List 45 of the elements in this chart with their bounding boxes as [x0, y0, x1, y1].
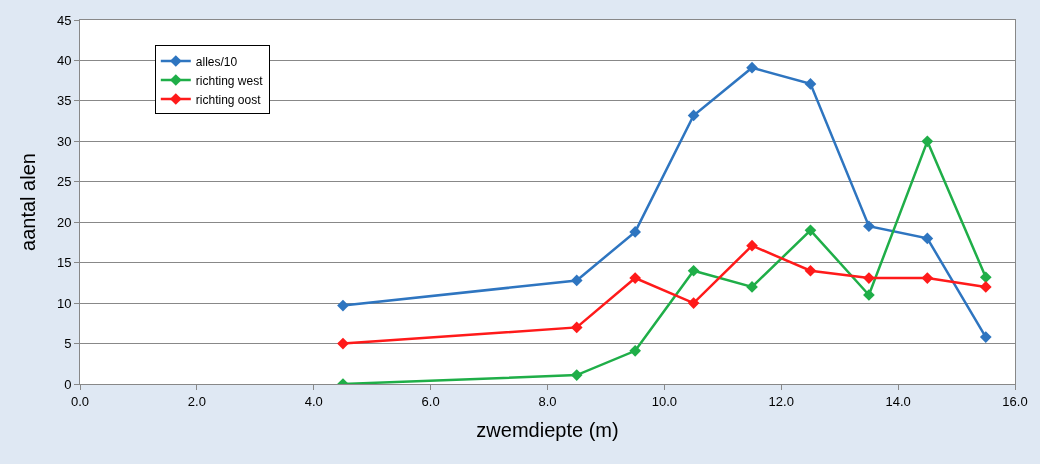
point — [979, 331, 992, 343]
x-tick-label: 0.0 — [70, 393, 90, 409]
x-tick-label: 14.0 — [885, 393, 911, 409]
point — [629, 272, 642, 284]
y-tick-label: 30 — [56, 133, 72, 149]
point — [979, 281, 992, 293]
point — [629, 344, 642, 357]
x-axis-title: zwemdiepte (m) — [476, 419, 619, 442]
point — [921, 232, 934, 245]
point — [337, 337, 349, 350]
y-axis-title: aantal alen — [17, 153, 40, 251]
y-tick-label: 40 — [56, 52, 72, 68]
y-tick-label: 10 — [56, 295, 72, 311]
y-tick-label: 15 — [56, 255, 72, 271]
point — [687, 297, 700, 309]
y-tick-label: 25 — [56, 174, 72, 190]
x-tick-label: 10.0 — [651, 393, 678, 409]
point — [687, 109, 700, 122]
point — [921, 135, 934, 148]
point — [687, 264, 700, 277]
x-tick-label: 4.0 — [304, 393, 323, 409]
y-tick-label: 20 — [56, 214, 72, 230]
point — [746, 61, 758, 74]
legend-label: alles/10 — [195, 54, 238, 69]
x-tick-label: 2.0 — [187, 393, 206, 409]
point — [337, 299, 349, 312]
y-tick-label: 35 — [56, 93, 72, 109]
point — [629, 226, 642, 238]
point — [804, 78, 817, 90]
y-tick-label: 5 — [64, 336, 72, 352]
point — [746, 239, 758, 252]
point — [804, 264, 817, 277]
x-tick-label: 12.0 — [768, 393, 794, 409]
x-tick-label: 16.0 — [1002, 393, 1028, 409]
y-tick-label: 0 — [64, 376, 72, 392]
x-tick-label: 6.0 — [421, 393, 440, 409]
y-tick-label: 45 — [56, 12, 72, 28]
point — [921, 272, 934, 284]
point — [863, 220, 875, 233]
point — [570, 274, 583, 287]
legend-label: richting west — [195, 73, 264, 88]
legend-label: richting oost — [195, 92, 262, 107]
x-tick-label: 8.0 — [538, 393, 557, 409]
point — [804, 224, 817, 237]
point — [570, 321, 583, 334]
